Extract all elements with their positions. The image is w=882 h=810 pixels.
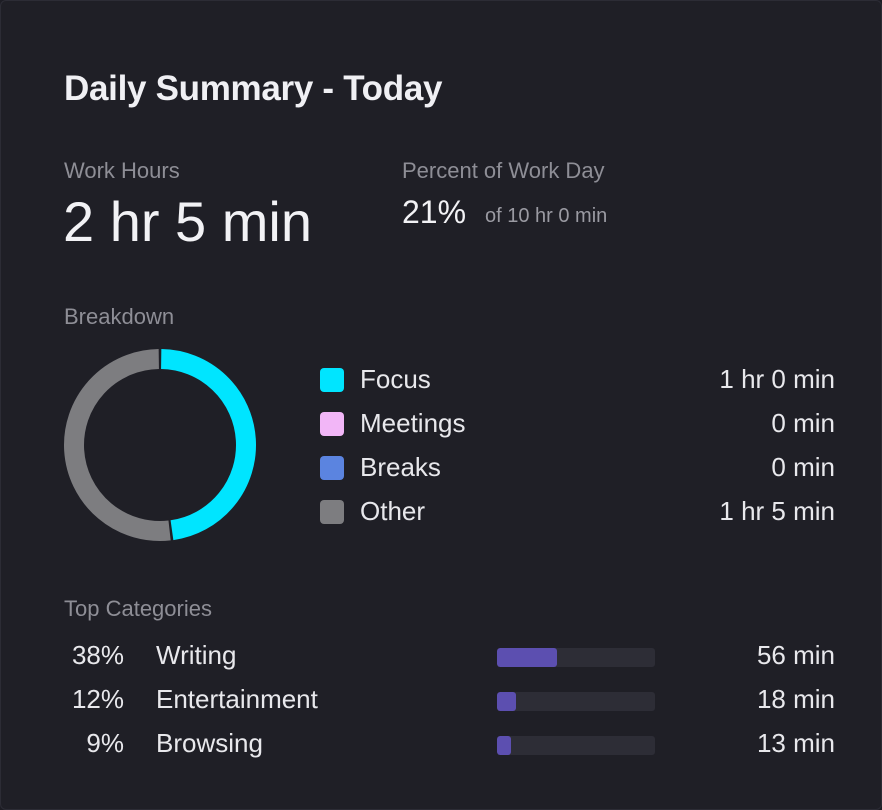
- category-time: 13 min: [756, 728, 835, 758]
- legend-item-breaks: Breaks 0 min: [320, 450, 835, 486]
- category-bar-track: [497, 648, 655, 667]
- category-bar-fill: [497, 736, 512, 755]
- legend-item-other: Other 1 hr 5 min: [320, 494, 835, 530]
- category-time: 18 min: [756, 684, 835, 714]
- percent-work-day-label: Percent of Work Day: [402, 158, 605, 183]
- legend-label-focus: Focus: [360, 364, 431, 394]
- meetings-color-swatch: [320, 412, 344, 436]
- percent-work-day-of-text: of 10 hr 0 min: [485, 205, 608, 227]
- legend-label-breaks: Breaks: [360, 452, 441, 482]
- donut-segment-other: [64, 349, 171, 541]
- work-hours-label: Work Hours: [64, 158, 180, 183]
- legend-item-meetings: Meetings 0 min: [320, 406, 835, 442]
- category-percent: 12%: [71, 684, 124, 714]
- legend-value-focus: 1 hr 0 min: [719, 364, 835, 394]
- category-bar-track: [497, 736, 655, 755]
- top-categories-label: Top Categories: [64, 596, 212, 621]
- breaks-color-swatch: [320, 456, 344, 480]
- category-name: Writing: [156, 640, 237, 670]
- category-bar-fill: [497, 692, 516, 711]
- category-name: Browsing: [156, 728, 263, 758]
- legend-value-breaks: 0 min: [771, 452, 835, 482]
- legend-label-other: Other: [360, 496, 426, 526]
- category-row-writing: 38% Writing 56 min: [64, 638, 835, 674]
- legend-value-other: 1 hr 5 min: [719, 496, 835, 526]
- focus-color-swatch: [320, 368, 344, 392]
- breakdown-label: Breakdown: [64, 304, 175, 329]
- legend-value-meetings: 0 min: [771, 408, 835, 438]
- donut-segment-focus: [160, 349, 256, 541]
- category-time: 56 min: [756, 640, 835, 670]
- category-row-browsing: 9% Browsing 13 min: [64, 726, 835, 762]
- percent-work-day-value: 21%: [402, 194, 467, 230]
- category-bar-track: [497, 692, 655, 711]
- work-hours-value: 2 hr 5 min: [63, 190, 312, 253]
- legend-item-focus: Focus 1 hr 0 min: [320, 362, 835, 398]
- page-title: Daily Summary - Today: [64, 69, 443, 108]
- category-name: Entertainment: [156, 684, 318, 714]
- category-row-entertainment: 12% Entertainment 18 min: [64, 682, 835, 718]
- category-bar-fill: [497, 648, 558, 667]
- category-percent: 9%: [86, 728, 124, 758]
- category-percent: 38%: [71, 640, 124, 670]
- other-color-swatch: [320, 500, 344, 524]
- legend-label-meetings: Meetings: [360, 408, 466, 438]
- breakdown-donut-chart: [64, 349, 256, 541]
